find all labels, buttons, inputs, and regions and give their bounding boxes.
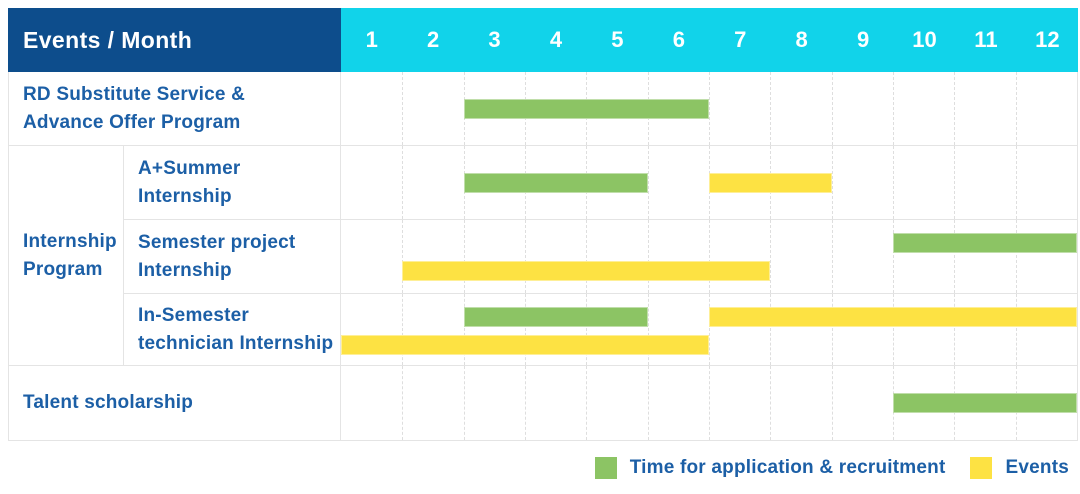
row-a-plus-summer-internship: A+Summer Internship bbox=[124, 146, 1078, 220]
month-gridline bbox=[463, 366, 465, 440]
month-gridline bbox=[402, 366, 404, 440]
table-header-row: Events / Month 1 2 3 4 5 6 7 8 9 10 11 1… bbox=[8, 8, 1078, 72]
month-gridline bbox=[954, 294, 956, 365]
events-bar bbox=[709, 307, 1077, 327]
month-header-12: 12 bbox=[1035, 27, 1060, 52]
timeline-cell-rd-substitute-service bbox=[341, 72, 1078, 145]
month-gridline bbox=[709, 72, 710, 145]
month-gridline bbox=[954, 220, 956, 293]
application-recruitment-bar bbox=[463, 307, 648, 327]
month-gridline bbox=[709, 366, 710, 440]
row-label-a-plus-summer-internship: A+Summer Internship bbox=[124, 146, 341, 219]
table-body: RD Substitute Service & Advance Offer Pr… bbox=[8, 72, 1078, 441]
month-gridline bbox=[402, 220, 404, 293]
group-label-internship-program: Internship Program bbox=[8, 146, 124, 365]
schedule-table: Events / Month 1 2 3 4 5 6 7 8 9 10 11 1… bbox=[8, 8, 1078, 441]
month-header-1: 1 bbox=[365, 27, 378, 52]
month-gridline bbox=[831, 72, 833, 145]
month-gridline bbox=[647, 146, 649, 219]
month-gridline bbox=[1015, 72, 1017, 145]
events-bar bbox=[709, 172, 832, 193]
month-header-8: 8 bbox=[795, 27, 808, 52]
month-gridline bbox=[525, 294, 526, 365]
month-gridline bbox=[954, 146, 956, 219]
month-gridline bbox=[893, 146, 894, 219]
month-gridline bbox=[586, 366, 588, 440]
events-bar bbox=[402, 261, 771, 281]
month-gridline bbox=[893, 220, 894, 293]
month-gridline bbox=[831, 294, 833, 365]
application-recruitment-bar bbox=[463, 172, 648, 193]
timeline-cell-a-plus-summer-internship bbox=[341, 146, 1078, 219]
month-gridline bbox=[463, 220, 465, 293]
row-in-semester-technician-internship: In-Semester technician Internship bbox=[124, 294, 1078, 365]
group-internship-program: Internship Program A+Summer Internship S… bbox=[8, 146, 1078, 366]
application-recruitment-bar bbox=[463, 98, 709, 119]
events-month-header-cell: Events / Month bbox=[8, 8, 341, 72]
month-gridline bbox=[525, 220, 526, 293]
month-gridline bbox=[1015, 146, 1017, 219]
month-gridline bbox=[1015, 294, 1017, 365]
application-recruitment-bar bbox=[893, 393, 1077, 413]
row-label-talent-scholarship: Talent scholarship bbox=[8, 366, 341, 440]
month-header-6: 6 bbox=[672, 27, 685, 52]
month-gridline bbox=[402, 294, 404, 365]
month-header-2: 2 bbox=[427, 27, 440, 52]
month-header-7: 7 bbox=[734, 27, 747, 52]
month-gridline bbox=[586, 220, 588, 293]
month-header-9: 9 bbox=[856, 27, 870, 52]
month-gridline bbox=[770, 294, 772, 365]
month-header-strip: 1 2 3 4 5 6 7 8 9 10 11 12 bbox=[341, 8, 1078, 72]
row-label-rd-substitute-service: RD Substitute Service & Advance Offer Pr… bbox=[8, 72, 341, 145]
month-gridline bbox=[525, 366, 526, 440]
timeline-cell-in-semester-technician-internship bbox=[341, 294, 1078, 365]
row-label-semester-project-internship: Semester project Internship bbox=[124, 220, 341, 293]
month-header-4: 4 bbox=[549, 27, 563, 52]
timeline-cell-talent-scholarship bbox=[341, 366, 1078, 440]
month-header-11: 11 bbox=[974, 27, 998, 52]
application-recruitment-bar bbox=[893, 233, 1077, 253]
month-gridline bbox=[647, 294, 649, 365]
internship-program-rows: A+Summer Internship Semester project Int… bbox=[124, 146, 1078, 365]
legend-label-events: Events bbox=[1005, 457, 1069, 478]
month-header-10: 10 bbox=[912, 27, 937, 52]
month-header-5: 5 bbox=[611, 27, 624, 52]
month-header-3: 3 bbox=[488, 27, 501, 52]
row-talent-scholarship: Talent scholarship bbox=[8, 366, 1078, 441]
month-gridline bbox=[647, 220, 649, 293]
timeline-cell-semester-project-internship bbox=[341, 220, 1078, 293]
legend: Time for application & recruitment Event… bbox=[594, 457, 1069, 479]
month-gridline bbox=[402, 72, 404, 145]
application-recruitment-swatch bbox=[594, 457, 617, 479]
month-gridline bbox=[1015, 220, 1017, 293]
month-gridline bbox=[831, 366, 833, 440]
row-semester-project-internship: Semester project Internship bbox=[124, 220, 1078, 294]
row-rd-substitute-service: RD Substitute Service & Advance Offer Pr… bbox=[8, 72, 1078, 146]
month-gridline bbox=[893, 294, 894, 365]
month-gridline bbox=[831, 146, 833, 219]
month-gridline bbox=[831, 220, 833, 293]
month-gridline bbox=[954, 72, 956, 145]
events-swatch bbox=[970, 457, 993, 479]
row-label-in-semester-technician-internship: In-Semester technician Internship bbox=[124, 294, 341, 365]
month-gridline bbox=[463, 294, 465, 365]
events-bar bbox=[341, 335, 709, 355]
legend-label-application-recruitment: Time for application & recruitment bbox=[629, 457, 946, 478]
month-gridline bbox=[770, 366, 772, 440]
month-gridline bbox=[709, 294, 710, 365]
table-title: Events / Month bbox=[23, 26, 193, 53]
month-gridline bbox=[647, 366, 649, 440]
month-gridline bbox=[770, 72, 772, 145]
month-gridline bbox=[709, 220, 710, 293]
month-gridline bbox=[402, 146, 404, 219]
month-gridline bbox=[586, 294, 588, 365]
month-gridline bbox=[770, 220, 772, 293]
month-gridline bbox=[893, 72, 894, 145]
